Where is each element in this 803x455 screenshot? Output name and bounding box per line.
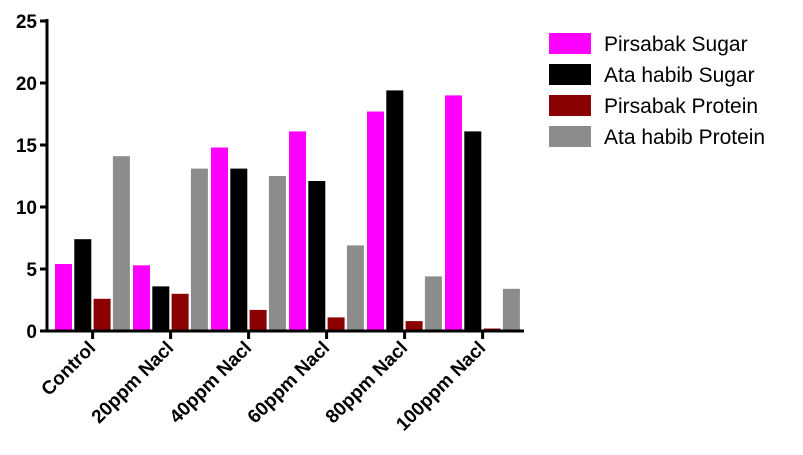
y-tick-label: 10 [16,198,37,219]
bar-pirsabak-protein-0 [93,298,111,331]
bar-ata-habib-protein-1 [190,168,208,331]
bar-pirsabak-sugar-4 [367,111,384,331]
bar-ata-habib-sugar-0 [74,239,92,331]
bar-pirsabak-sugar-1 [133,265,150,331]
bar-ata-habib-sugar-5 [464,131,482,331]
bar-ata-habib-protein-4 [424,276,442,331]
x-tick-label: 20ppm Nacl [88,338,178,428]
x-tick-label: 60ppm Nacl [244,338,334,428]
y-tick-label: 5 [26,260,37,281]
legend-label: Ata habib Protein [604,126,765,149]
x-tick-label: 40ppm Nacl [166,338,256,428]
legend-label: Pirsabak Protein [604,95,758,118]
y-tick-label: 20 [16,74,37,95]
y-tick-label: 15 [16,136,38,157]
legend-label: Pirsabak Sugar [604,33,748,56]
bar-pirsabak-protein-2 [249,309,267,331]
bar-pirsabak-sugar-2 [211,147,228,331]
bar-ata-habib-protein-3 [346,245,364,331]
x-tick-label: Control [38,338,101,401]
bar-pirsabak-sugar-0 [55,264,72,331]
bar-ata-habib-sugar-4 [386,90,404,332]
y-tick-label: 25 [16,12,38,33]
bar-ata-habib-sugar-3 [308,181,326,331]
bar-ata-habib-sugar-1 [152,286,170,331]
y-axis: 0 5 10 15 20 25 [16,12,49,343]
plot-area [55,90,520,332]
bar-ata-habib-protein-5 [502,288,520,331]
bar-ata-habib-sugar-2 [230,168,248,331]
bar-pirsabak-protein-4 [405,321,423,331]
bar-pirsabak-sugar-3 [289,131,306,331]
legend-swatch [549,95,591,116]
legend-label: Ata habib Sugar [604,64,755,87]
bar-pirsabak-sugar-5 [445,95,462,332]
legend-swatch [549,64,591,85]
y-tick-label: 0 [26,322,37,343]
bar-ata-habib-protein-2 [268,176,286,331]
bar-pirsabak-protein-3 [327,317,345,331]
bar-ata-habib-protein-0 [112,156,130,331]
legend: Pirsabak Sugar Ata habib Sugar Pirsabak Pr… [549,33,765,149]
legend-swatch [549,33,591,54]
bar-pirsabak-protein-1 [171,293,189,331]
legend-swatch [549,126,591,147]
